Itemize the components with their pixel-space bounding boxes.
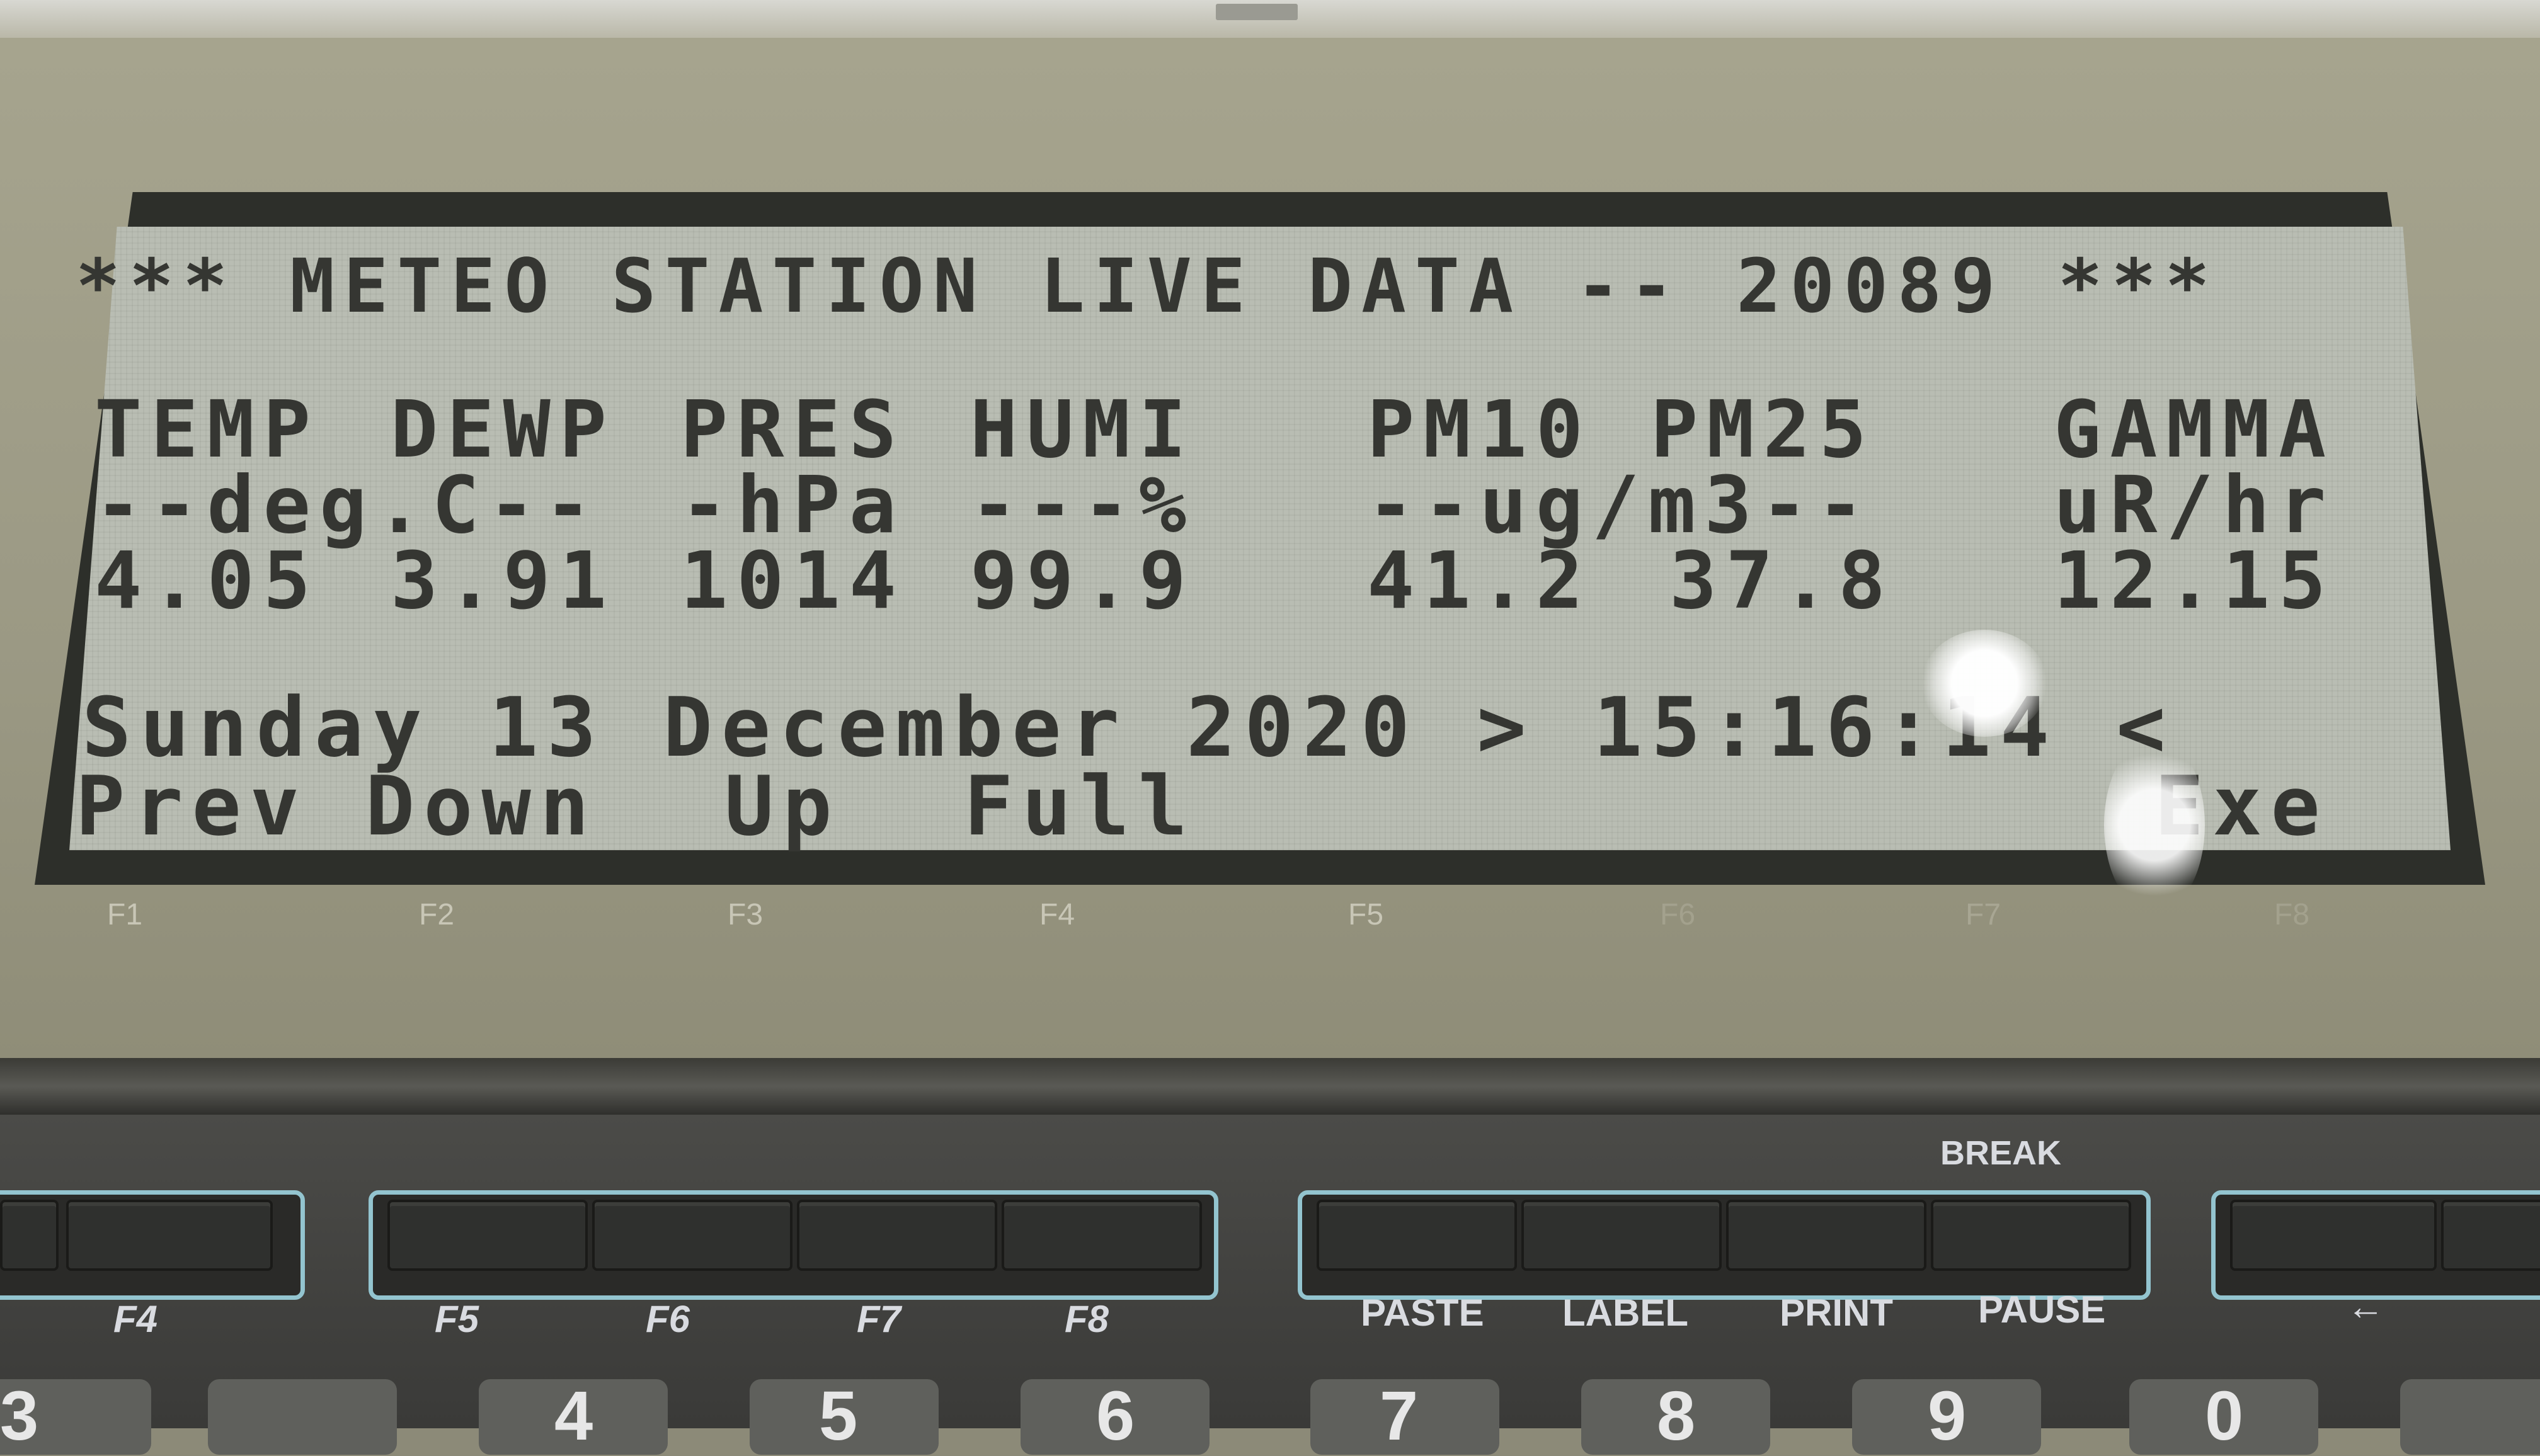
- key-next[interactable]: [2441, 1200, 2540, 1271]
- key-f7[interactable]: [797, 1200, 997, 1271]
- header-pm25: PM25: [1650, 384, 1876, 475]
- softkey-up: Up: [724, 758, 841, 854]
- header-humi: HUMI: [970, 384, 1196, 475]
- key-label-6: 6: [1096, 1377, 1135, 1455]
- date-time-line: Sunday 13 December 2020 > 15:16:14 <: [82, 680, 2175, 775]
- header-temp: TEMP: [94, 384, 320, 475]
- key-f4[interactable]: [66, 1200, 273, 1271]
- bezel-label-f3: F3: [728, 898, 764, 931]
- key-label-f5: F5: [435, 1298, 479, 1340]
- value-pm10: 41.2: [1367, 535, 1593, 627]
- key-label-label: LABEL: [1562, 1292, 1688, 1334]
- key-label-f7: F7: [857, 1298, 901, 1340]
- header-pres: PRES: [680, 384, 906, 475]
- key-label-3: 3: [0, 1377, 39, 1455]
- bezel-label-f4: F4: [1039, 898, 1075, 931]
- unit-percent: ---%: [970, 460, 1196, 551]
- key-pause[interactable]: [1931, 1200, 2131, 1271]
- header-dewp: DEWP: [391, 384, 616, 475]
- softkey-down: Down: [365, 758, 598, 854]
- unit-deg-c: --deg.C--: [94, 460, 601, 551]
- value-dewp: 3.91: [391, 535, 616, 627]
- value-pres: 1014: [680, 535, 906, 627]
- key-equals[interactable]: [2400, 1379, 2540, 1455]
- key-label-pause: PAUSE: [1978, 1288, 2106, 1331]
- key-paste[interactable]: [1317, 1200, 1517, 1271]
- bezel-label-f8: F8: [2274, 898, 2310, 931]
- key-backspace[interactable]: [2230, 1200, 2437, 1271]
- light-glare-lower: [2104, 737, 2205, 913]
- softkey-prev: Prev: [76, 758, 309, 854]
- unit-ur-hr: uR/hr: [2054, 460, 2335, 551]
- key-f8[interactable]: [1002, 1200, 1202, 1271]
- key-label-paste: PASTE: [1361, 1292, 1484, 1334]
- key-label-print: PRINT: [1780, 1292, 1893, 1334]
- lid-tab: [1216, 4, 1298, 20]
- key-f3[interactable]: [0, 1200, 59, 1271]
- value-pm25: 37.8: [1669, 535, 1895, 627]
- key-f6[interactable]: [592, 1200, 792, 1271]
- value-humi: 99.9: [970, 535, 1196, 627]
- value-temp: 4.05: [94, 535, 320, 627]
- key-label-f6: F6: [646, 1298, 690, 1340]
- lcd-screen: [69, 227, 2451, 850]
- key-label-9: 9: [1928, 1377, 1967, 1455]
- key-label-5: 5: [819, 1377, 858, 1455]
- hinge: [0, 1058, 2540, 1115]
- bezel-label-f5: F5: [1348, 898, 1384, 931]
- lcd-title: *** METEO STATION LIVE DATA -- 20089 ***: [76, 242, 2219, 329]
- bezel-label-f2: F2: [419, 898, 455, 931]
- key-label-4: 4: [554, 1377, 593, 1455]
- key-label-0: 0: [2205, 1377, 2244, 1455]
- key-print[interactable]: [1726, 1200, 1926, 1271]
- unit-hpa: -hPa: [680, 460, 906, 551]
- header-pm10: PM10: [1367, 384, 1593, 475]
- key-label-8: 8: [1657, 1377, 1696, 1455]
- key-f5[interactable]: [387, 1200, 588, 1271]
- value-gamma: 12.15: [2054, 535, 2335, 627]
- key-label-f4: F4: [113, 1298, 158, 1340]
- unit-ug-m3: --ug/m3--: [1367, 460, 1874, 551]
- bezel-label-f7: F7: [1965, 898, 2001, 931]
- key-label-7: 7: [1380, 1377, 1419, 1455]
- key-4[interactable]: [208, 1379, 397, 1455]
- light-glare: [1921, 630, 2047, 737]
- softkey-full: Full: [964, 758, 1197, 854]
- key-label-f8: F8: [1065, 1298, 1109, 1340]
- bezel-label-f1: F1: [107, 898, 143, 931]
- bezel-label-f6: F6: [1660, 898, 1696, 931]
- key-label[interactable]: [1521, 1200, 1722, 1271]
- backspace-arrow-icon: ←: [2347, 1285, 2384, 1328]
- header-gamma: GAMMA: [2054, 384, 2335, 475]
- break-label: BREAK: [1940, 1134, 2062, 1172]
